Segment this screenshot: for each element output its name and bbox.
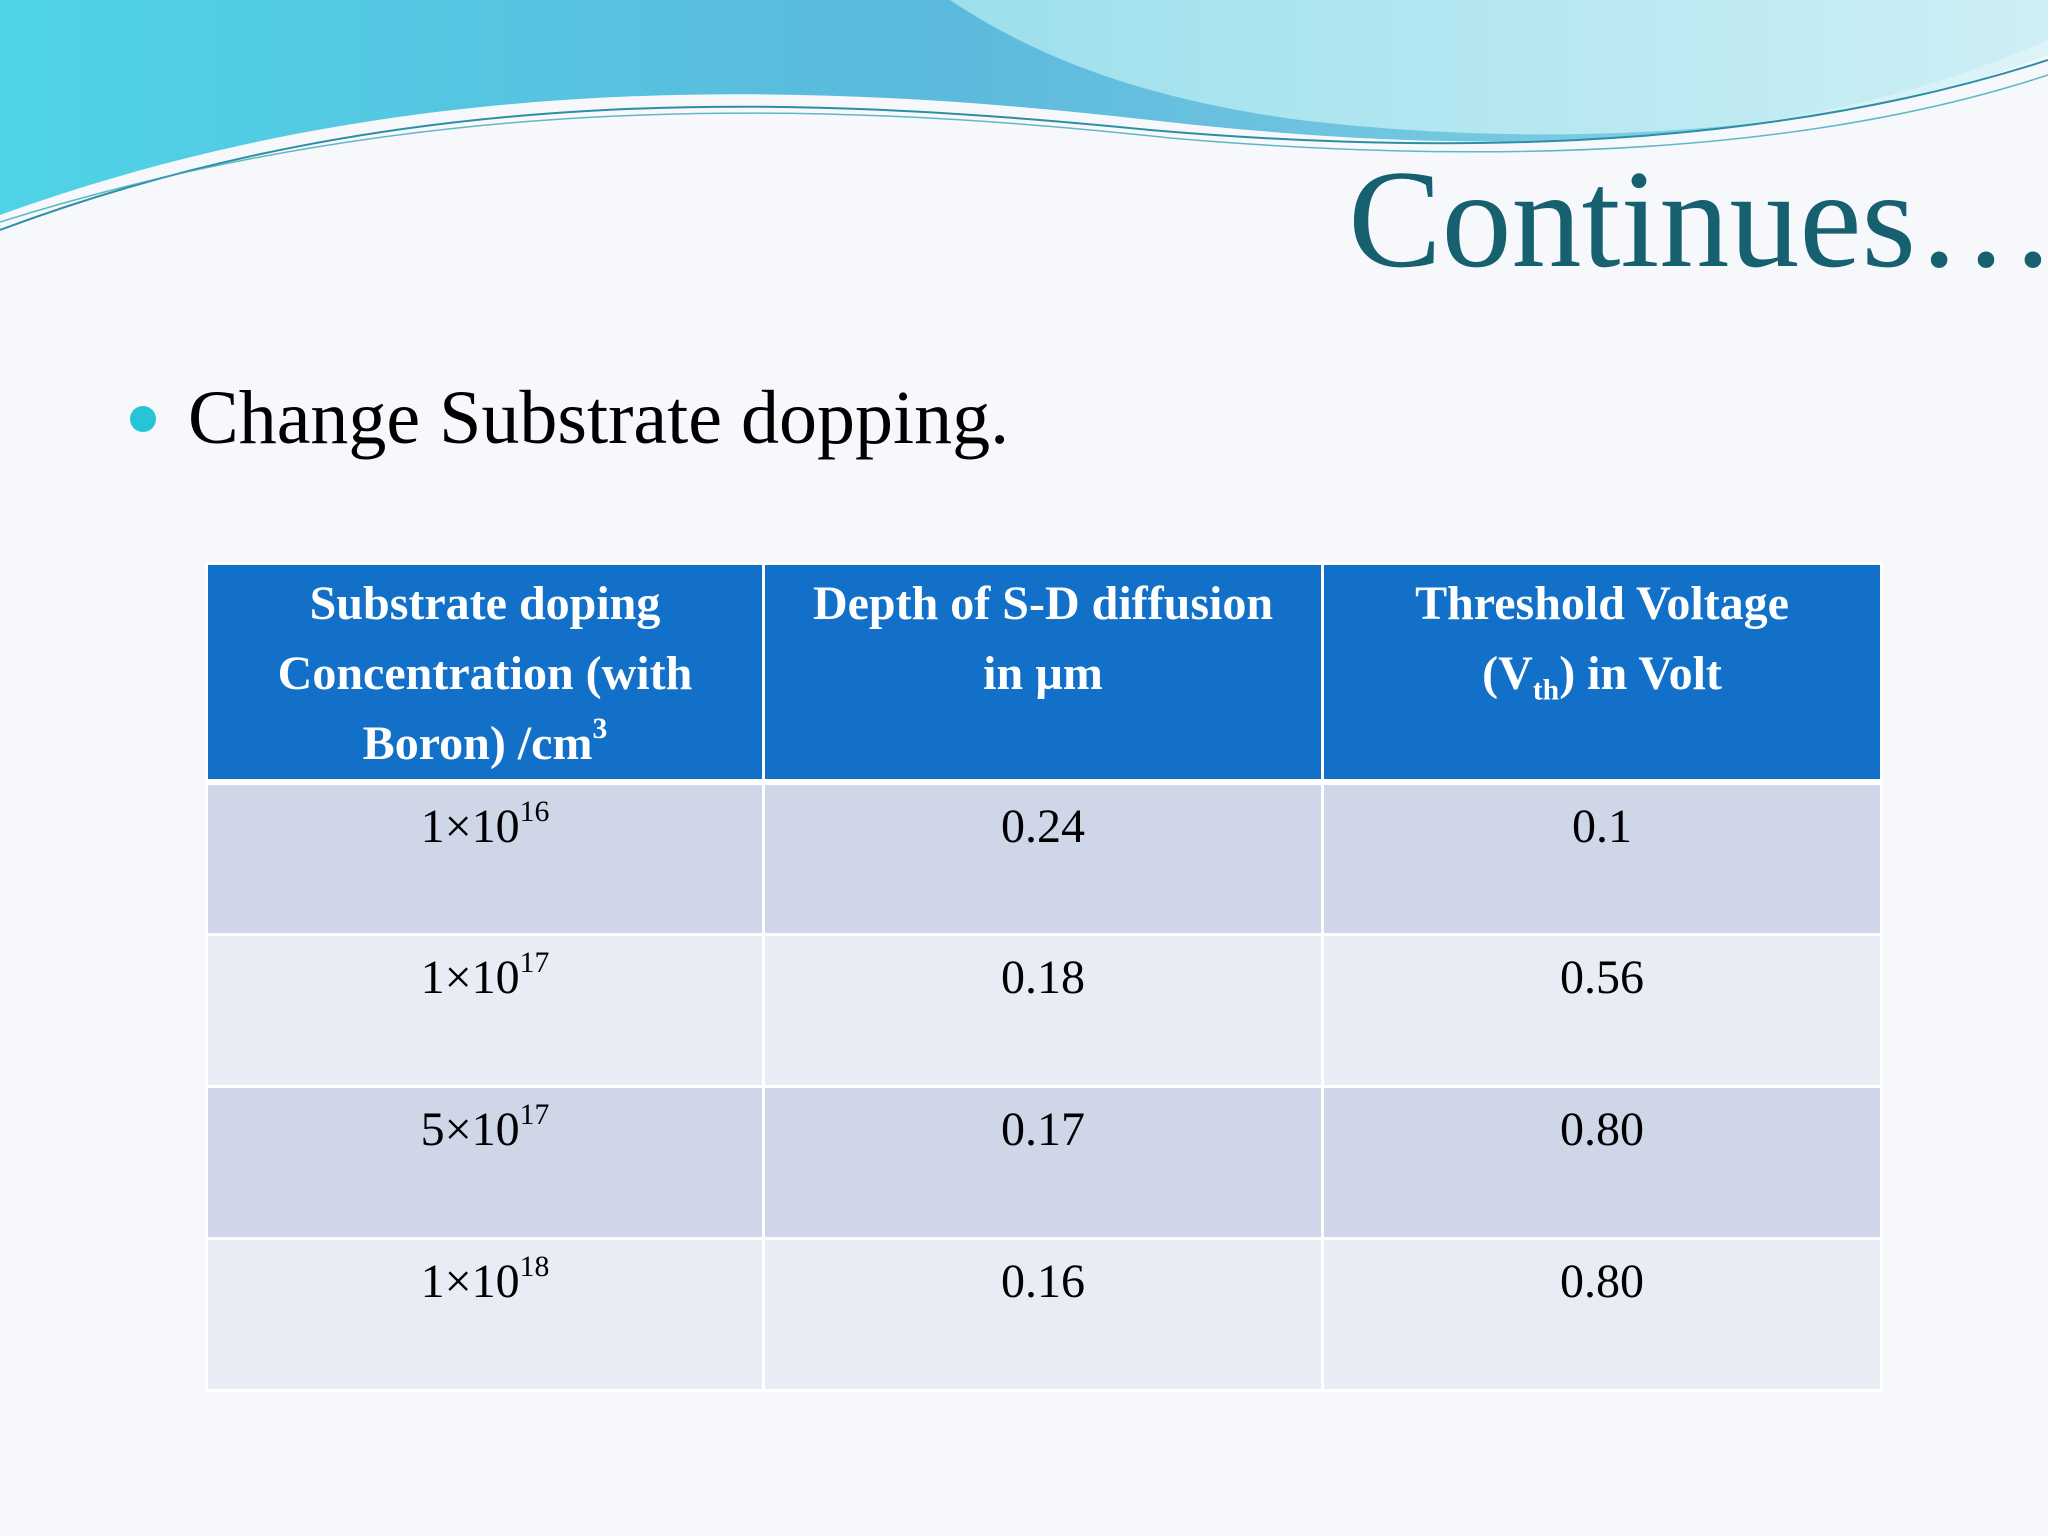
slide-title: Continues… bbox=[1348, 142, 2048, 297]
header-line: Substrate doping bbox=[309, 577, 661, 630]
bullet-text: Change Substrate dopping. bbox=[188, 376, 1010, 460]
table-row: 1×1016 0.24 0.1 bbox=[205, 780, 1883, 936]
header-depth: Depth of S-D diffusion in µm bbox=[762, 562, 1324, 784]
doping-exponent: 17 bbox=[519, 1097, 550, 1131]
table-row: 1×1017 0.18 0.56 bbox=[205, 932, 1883, 1088]
cell-vth: 0.1 bbox=[1321, 780, 1883, 936]
cell-depth: 0.18 bbox=[762, 932, 1324, 1088]
doping-base: 1×10 bbox=[420, 800, 520, 853]
header-line: Threshold Voltage bbox=[1415, 577, 1789, 630]
cell-depth: 0.24 bbox=[762, 780, 1324, 936]
table-header-row: Substrate doping Concentration (with Bor… bbox=[205, 562, 1883, 784]
doping-table: Substrate doping Concentration (with Bor… bbox=[205, 562, 1883, 1392]
header-line: (Vth) in Volt bbox=[1334, 639, 1870, 709]
table-row: 5×1017 0.17 0.80 bbox=[205, 1084, 1883, 1240]
header-line: in µm bbox=[983, 647, 1103, 700]
table-row: 1×1018 0.16 0.80 bbox=[205, 1236, 1883, 1392]
decorative-wave-banner bbox=[0, 0, 2048, 231]
doping-base: 1×10 bbox=[420, 1254, 520, 1308]
header-superscript: 3 bbox=[592, 712, 608, 746]
header-substrate-doping: Substrate doping Concentration (with Bor… bbox=[205, 562, 765, 784]
doping-base: 5×10 bbox=[420, 1102, 520, 1156]
cell-depth: 0.17 bbox=[762, 1084, 1324, 1240]
doping-exponent: 18 bbox=[519, 1249, 550, 1283]
header-text: ) in Volt bbox=[1559, 647, 1722, 700]
header-text: (V bbox=[1482, 647, 1533, 700]
doping-exponent: 17 bbox=[519, 945, 550, 979]
cell-doping: 5×1017 bbox=[205, 1084, 765, 1240]
cell-vth: 0.80 bbox=[1321, 1084, 1883, 1240]
cell-depth: 0.16 bbox=[762, 1236, 1324, 1392]
header-line: Concentration (with bbox=[277, 647, 693, 700]
cell-doping: 1×1017 bbox=[205, 932, 765, 1088]
header-text: Boron) /cm bbox=[362, 717, 593, 770]
header-subscript: th bbox=[1532, 673, 1560, 707]
header-line: Depth of S-D diffusion bbox=[812, 577, 1274, 630]
doping-base: 1×10 bbox=[420, 950, 520, 1004]
cell-vth: 0.56 bbox=[1321, 932, 1883, 1088]
bullet-dot-icon bbox=[130, 405, 156, 432]
doping-exponent: 16 bbox=[519, 795, 550, 829]
header-threshold-voltage: Threshold Voltage (Vth) in Volt bbox=[1321, 562, 1883, 784]
cell-doping: 1×1016 bbox=[205, 780, 765, 936]
bullet-item: Change Substrate dopping. bbox=[130, 375, 1009, 462]
cell-doping: 1×1018 bbox=[205, 1236, 765, 1392]
header-line: Boron) /cm3 bbox=[218, 709, 752, 779]
cell-vth: 0.80 bbox=[1321, 1236, 1883, 1392]
